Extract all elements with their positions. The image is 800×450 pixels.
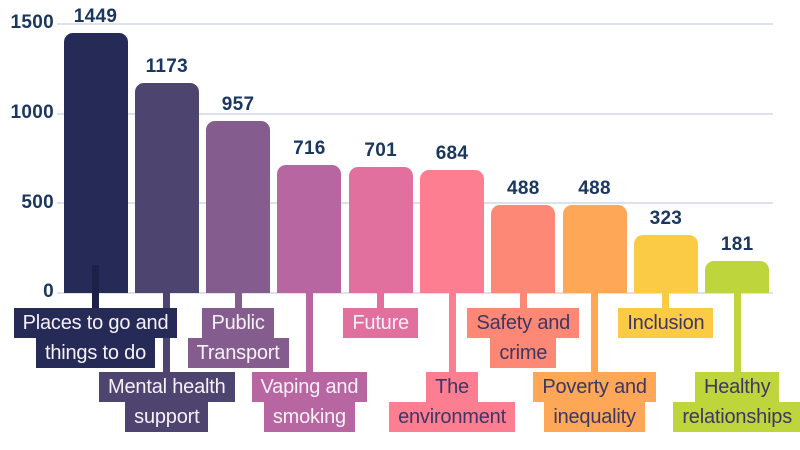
value-label-vaping-and-smoking: 716: [293, 138, 326, 159]
leader-line-poverty-and-inequality: [591, 265, 599, 385]
bar-places-to-go-and-things-to-do: [63, 33, 128, 293]
category-label-vaping-and-smoking: Vaping and smoking: [251, 372, 368, 432]
value-label-inclusion: 323: [649, 208, 683, 229]
gridline-500: [57, 202, 773, 204]
category-label-inclusion: Inclusion: [618, 308, 714, 338]
leader-line-future: [377, 265, 385, 321]
gridline-0: [57, 292, 773, 294]
category-callout-the-environment: The environment: [332, 372, 572, 433]
value-label-poverty-and-inequality: 488: [578, 178, 611, 199]
category-callout-future: Future: [261, 308, 501, 339]
leader-line-healthy-relationships: [733, 265, 741, 385]
category-label-places-to-go-and-things-to-do: Places to go and things to do: [13, 308, 178, 368]
leader-line-the-environment: [448, 265, 456, 385]
leader-line-safety-and-crime: [519, 265, 527, 321]
value-label-future: 701: [364, 140, 397, 161]
y-axis-tick-1500: 1500: [10, 12, 54, 33]
y-axis-tick-500: 500: [21, 192, 54, 213]
category-callout-safety-and-crime: Safety and crime: [403, 308, 643, 369]
category-label-public-transport: Public Transport: [187, 308, 289, 368]
category-callout-vaping-and-smoking: Vaping and smoking: [189, 372, 429, 433]
value-label-healthy-relationships: 181: [720, 234, 754, 255]
y-axis-tick-1000: 1000: [10, 102, 54, 123]
category-label-healthy-relationships: Healthy relationships: [673, 372, 800, 432]
category-callout-inclusion: Inclusion: [546, 308, 786, 339]
gridline-1000: [57, 113, 773, 115]
y-axis-tick-0: 0: [43, 281, 54, 302]
category-callout-mental-health-support: Mental health support: [47, 372, 287, 433]
category-label-poverty-and-inequality: Poverty and inequality: [533, 372, 656, 432]
bar-public-transport: [206, 121, 271, 293]
category-callout-places-to-go-and-things-to-do: Places to go and things to do: [0, 308, 216, 369]
bar-mental-health-support: [134, 83, 199, 293]
value-label-the-environment: 684: [435, 143, 469, 164]
category-callout-poverty-and-inequality: Poverty and inequality: [475, 372, 715, 433]
leader-line-places-to-go-and-things-to-do: [92, 265, 99, 321]
leader-line-public-transport: [234, 265, 242, 321]
value-label-mental-health-support: 1173: [145, 56, 188, 77]
leader-line-vaping-and-smoking: [305, 265, 313, 385]
category-label-future: Future: [343, 308, 418, 338]
value-label-places-to-go-and-things-to-do: 1449: [73, 6, 118, 27]
category-callout-public-transport: Public Transport: [118, 308, 358, 369]
value-label-public-transport: 957: [221, 94, 255, 115]
gridline-1500: [57, 23, 773, 25]
category-callout-healthy-relationships: Healthy relationships: [617, 372, 800, 433]
value-label-safety-and-crime: 488: [506, 178, 540, 199]
leader-line-inclusion: [662, 265, 670, 321]
